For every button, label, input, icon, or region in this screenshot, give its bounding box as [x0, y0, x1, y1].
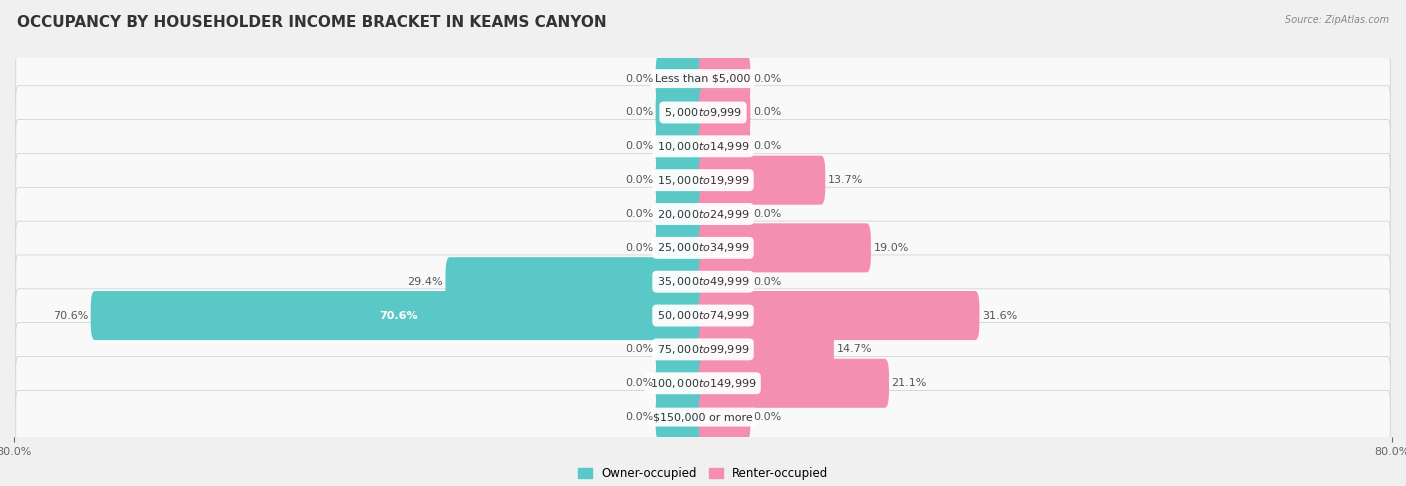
Text: 0.0%: 0.0%	[624, 243, 652, 253]
Text: $35,000 to $49,999: $35,000 to $49,999	[657, 275, 749, 288]
FancyBboxPatch shape	[655, 54, 707, 103]
Text: 21.1%: 21.1%	[891, 378, 927, 388]
Text: 0.0%: 0.0%	[754, 141, 782, 151]
FancyBboxPatch shape	[91, 291, 707, 340]
Text: 0.0%: 0.0%	[624, 378, 652, 388]
Text: 70.6%: 70.6%	[53, 311, 89, 321]
Text: 0.0%: 0.0%	[754, 412, 782, 422]
FancyBboxPatch shape	[15, 187, 1391, 241]
Text: Less than $5,000: Less than $5,000	[655, 73, 751, 84]
Text: $5,000 to $9,999: $5,000 to $9,999	[664, 106, 742, 119]
Text: 0.0%: 0.0%	[624, 73, 652, 84]
FancyBboxPatch shape	[15, 357, 1391, 410]
FancyBboxPatch shape	[699, 190, 751, 239]
FancyBboxPatch shape	[15, 86, 1391, 139]
FancyBboxPatch shape	[699, 257, 751, 306]
Text: 0.0%: 0.0%	[624, 412, 652, 422]
Text: 0.0%: 0.0%	[754, 73, 782, 84]
Text: 0.0%: 0.0%	[624, 209, 652, 219]
FancyBboxPatch shape	[446, 257, 707, 306]
FancyBboxPatch shape	[15, 289, 1391, 342]
Text: 29.4%: 29.4%	[408, 277, 443, 287]
Text: $10,000 to $14,999: $10,000 to $14,999	[657, 140, 749, 153]
Text: $100,000 to $149,999: $100,000 to $149,999	[650, 377, 756, 390]
FancyBboxPatch shape	[699, 156, 825, 205]
FancyBboxPatch shape	[15, 154, 1391, 207]
Text: $20,000 to $24,999: $20,000 to $24,999	[657, 208, 749, 221]
FancyBboxPatch shape	[15, 120, 1391, 173]
FancyBboxPatch shape	[699, 122, 751, 171]
Text: 13.7%: 13.7%	[828, 175, 863, 185]
FancyBboxPatch shape	[699, 291, 980, 340]
FancyBboxPatch shape	[655, 156, 707, 205]
Text: $25,000 to $34,999: $25,000 to $34,999	[657, 242, 749, 254]
Legend: Owner-occupied, Renter-occupied: Owner-occupied, Renter-occupied	[572, 462, 834, 485]
FancyBboxPatch shape	[699, 325, 834, 374]
FancyBboxPatch shape	[15, 390, 1391, 444]
Text: OCCUPANCY BY HOUSEHOLDER INCOME BRACKET IN KEAMS CANYON: OCCUPANCY BY HOUSEHOLDER INCOME BRACKET …	[17, 15, 606, 30]
FancyBboxPatch shape	[699, 224, 870, 272]
Text: $50,000 to $74,999: $50,000 to $74,999	[657, 309, 749, 322]
Text: Source: ZipAtlas.com: Source: ZipAtlas.com	[1285, 15, 1389, 25]
FancyBboxPatch shape	[15, 221, 1391, 275]
FancyBboxPatch shape	[655, 190, 707, 239]
Text: 19.0%: 19.0%	[873, 243, 908, 253]
Text: 14.7%: 14.7%	[837, 345, 872, 354]
Text: $15,000 to $19,999: $15,000 to $19,999	[657, 174, 749, 187]
FancyBboxPatch shape	[15, 323, 1391, 376]
FancyBboxPatch shape	[655, 359, 707, 408]
Text: 0.0%: 0.0%	[624, 141, 652, 151]
FancyBboxPatch shape	[655, 88, 707, 137]
FancyBboxPatch shape	[699, 54, 751, 103]
FancyBboxPatch shape	[655, 325, 707, 374]
Text: 31.6%: 31.6%	[981, 311, 1018, 321]
FancyBboxPatch shape	[15, 52, 1391, 105]
Text: 0.0%: 0.0%	[754, 209, 782, 219]
FancyBboxPatch shape	[699, 359, 889, 408]
Text: $75,000 to $99,999: $75,000 to $99,999	[657, 343, 749, 356]
Text: 0.0%: 0.0%	[754, 277, 782, 287]
FancyBboxPatch shape	[699, 393, 751, 442]
Text: 0.0%: 0.0%	[624, 345, 652, 354]
FancyBboxPatch shape	[655, 122, 707, 171]
FancyBboxPatch shape	[655, 393, 707, 442]
Text: 0.0%: 0.0%	[624, 175, 652, 185]
FancyBboxPatch shape	[655, 224, 707, 272]
Text: 0.0%: 0.0%	[624, 107, 652, 118]
FancyBboxPatch shape	[699, 88, 751, 137]
Text: 0.0%: 0.0%	[754, 107, 782, 118]
Text: $150,000 or more: $150,000 or more	[654, 412, 752, 422]
FancyBboxPatch shape	[15, 255, 1391, 309]
Text: 70.6%: 70.6%	[380, 311, 419, 321]
